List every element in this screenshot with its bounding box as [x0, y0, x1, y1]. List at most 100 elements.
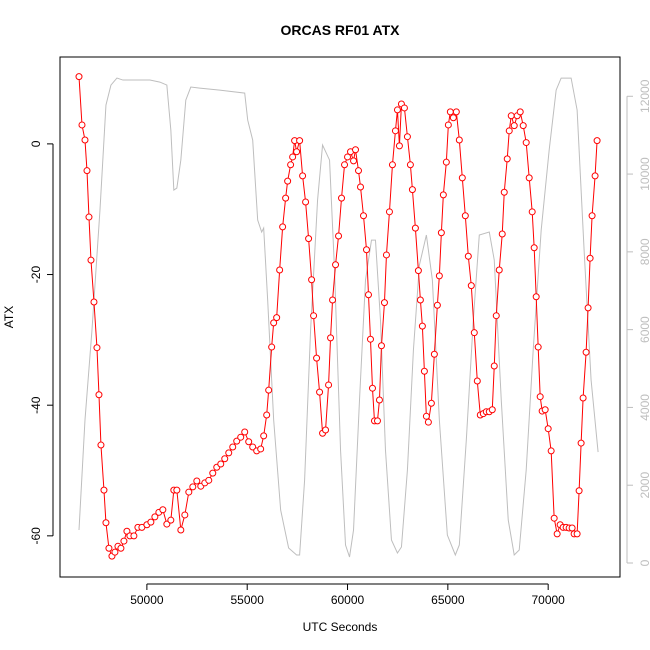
data-point [322, 426, 330, 434]
data-point [507, 112, 515, 120]
data-point [111, 548, 119, 556]
data-point [391, 127, 399, 135]
data-point [568, 524, 576, 532]
data-point [416, 296, 424, 304]
data-point [503, 155, 511, 163]
data-point [427, 399, 435, 407]
x-tick-label: 60000 [331, 593, 365, 607]
data-point [500, 188, 508, 196]
data-point [528, 208, 536, 216]
x-tick-label: 65000 [431, 593, 465, 607]
data-point [147, 518, 155, 526]
data-point [325, 381, 333, 389]
data-point [505, 127, 513, 135]
data-point [470, 329, 478, 337]
y2-tick-label: 2000 [638, 472, 650, 499]
data-point [373, 417, 381, 425]
data-point [403, 133, 411, 141]
data-point [217, 460, 225, 468]
data-point [588, 212, 596, 220]
data-point [97, 441, 105, 449]
data-point [418, 322, 426, 330]
data-point [316, 388, 324, 396]
chart-title: ORCAS RF01 ATX [280, 22, 400, 38]
data-point [433, 301, 441, 309]
data-point [461, 212, 469, 220]
data-point [584, 304, 592, 312]
data-point [85, 213, 93, 221]
data-point [382, 251, 390, 259]
data-point [541, 406, 549, 414]
data-point [335, 232, 343, 240]
y2-tick-label: 8000 [638, 238, 650, 265]
data-point [424, 418, 432, 426]
data-point [536, 393, 544, 401]
data-point [87, 256, 95, 264]
data-point [276, 266, 284, 274]
data-point [422, 412, 430, 420]
data-point [498, 230, 506, 238]
data-point [296, 137, 304, 145]
data-point [221, 455, 229, 463]
data-point [205, 476, 213, 484]
data-point [327, 334, 335, 342]
data-point [510, 122, 518, 130]
y-tick-label: -60 [29, 527, 43, 545]
data-point [287, 161, 295, 169]
data-point [357, 183, 365, 191]
y2-tick-label: 0 [638, 559, 650, 566]
data-point [408, 186, 416, 194]
data-point [444, 121, 452, 129]
data-point [225, 449, 233, 457]
data-point [350, 157, 358, 165]
data-point [302, 198, 310, 206]
data-point [100, 486, 108, 494]
data-point [181, 511, 189, 519]
y-tick-label: -40 [29, 396, 43, 414]
data-point [229, 443, 237, 451]
data-point [310, 312, 318, 320]
data-point [490, 362, 498, 370]
data-point [393, 106, 401, 114]
data-point [265, 386, 273, 394]
data-point [435, 272, 443, 280]
data-point [532, 293, 540, 301]
data-point [75, 73, 83, 81]
data-point [577, 439, 585, 447]
data-point [575, 487, 583, 495]
data-point [93, 344, 101, 352]
data-point [437, 229, 445, 237]
data-point [329, 296, 337, 304]
data-point [522, 139, 530, 147]
data-point [90, 298, 98, 306]
data-point [544, 425, 552, 433]
data-point [177, 526, 185, 534]
data-point [332, 261, 340, 269]
data-point [400, 104, 408, 112]
data-point [257, 445, 265, 453]
data-point [366, 335, 374, 343]
data-point [102, 519, 110, 527]
data-point [368, 384, 376, 392]
data-point [284, 177, 292, 185]
data-point [406, 161, 414, 169]
data-point [458, 174, 466, 182]
y2-tick-label: 6000 [638, 316, 650, 343]
data-point [473, 377, 481, 385]
data-point [385, 208, 393, 216]
data-point [573, 530, 581, 538]
data-point [313, 354, 321, 362]
data-point [305, 235, 313, 243]
data-point [593, 137, 601, 145]
data-point [354, 167, 362, 175]
data-point [241, 428, 249, 436]
data-point [525, 174, 533, 182]
data-point [268, 343, 276, 351]
x-axis-label: UTC Seconds [303, 620, 378, 634]
data-point [260, 432, 268, 440]
data-point [245, 438, 253, 446]
data-point [464, 252, 472, 260]
data-point [530, 244, 538, 252]
data-point [388, 161, 396, 169]
